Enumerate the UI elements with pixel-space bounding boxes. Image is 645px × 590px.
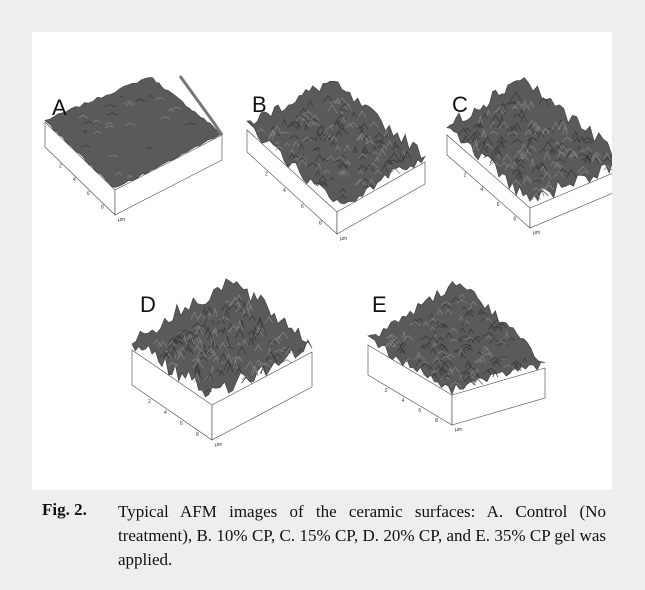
axis-tick-label: 2 xyxy=(59,164,62,170)
axis-tick-label: 6 xyxy=(418,408,421,414)
axis-tick-label: 2 xyxy=(385,388,388,394)
axis-tick-label: 4 xyxy=(480,187,483,193)
axis-tick-label: 4 xyxy=(402,398,405,404)
afm-panel: 2 4 6 8 µm C xyxy=(447,77,612,236)
axis-tick-label: 4 xyxy=(164,410,167,416)
axis-tick-label: 6 xyxy=(87,191,90,197)
axis-tick-label: 6 xyxy=(180,421,183,427)
caption-label: Fig. 2. xyxy=(42,500,87,520)
panel-label: A xyxy=(52,95,67,120)
panel-label: E xyxy=(372,292,387,317)
afm-panel: 2 4 6 8 µm A xyxy=(45,76,222,223)
axis-tick-label: 8 xyxy=(319,221,322,227)
panel-label: C xyxy=(452,92,468,117)
axis-unit: µm xyxy=(533,230,540,236)
afm-images: 2 4 6 8 µm A 2 4 6 8 µm B 2 4 6 8 µm C 2 4 6 8 µm D 2 4 6 8 µm E xyxy=(32,32,612,490)
caption-text: Typical AFM images of the ceramic surfac… xyxy=(118,500,606,572)
figure: 2 4 6 8 µm A 2 4 6 8 µm B 2 4 6 8 µm C 2 4 6 8 µm D 2 4 6 8 µm E xyxy=(32,32,612,490)
axis-unit: µm xyxy=(118,217,125,223)
axis-tick-label: 2 xyxy=(148,399,151,405)
axis-tick-label: 4 xyxy=(283,188,286,194)
page: {"figure": {"panels": [{"label": "A"}, {… xyxy=(0,0,645,590)
axis-tick-label: 2 xyxy=(464,173,467,179)
axis-tick-label: 6 xyxy=(497,202,500,208)
axis-tick-label: 8 xyxy=(513,216,516,222)
axis-tick-label: 8 xyxy=(435,418,438,424)
afm-panel: 2 4 6 8 µm B xyxy=(247,81,425,242)
axis-tick-label: 6 xyxy=(301,204,304,210)
axis-tick-label: 8 xyxy=(196,432,199,438)
afm-panel: 2 4 6 8 µm E xyxy=(368,282,545,433)
axis-unit: µm xyxy=(215,442,222,448)
afm-panel: 2 4 6 8 µm D xyxy=(132,279,312,448)
axis-tick-label: 4 xyxy=(73,177,76,183)
axis-unit: µm xyxy=(455,427,462,433)
axis-tick-label: 8 xyxy=(101,204,104,210)
panel-label: B xyxy=(252,92,267,117)
axis-tick-label: 2 xyxy=(265,171,268,177)
axis-unit: µm xyxy=(340,236,347,242)
panel-label: D xyxy=(140,292,156,317)
